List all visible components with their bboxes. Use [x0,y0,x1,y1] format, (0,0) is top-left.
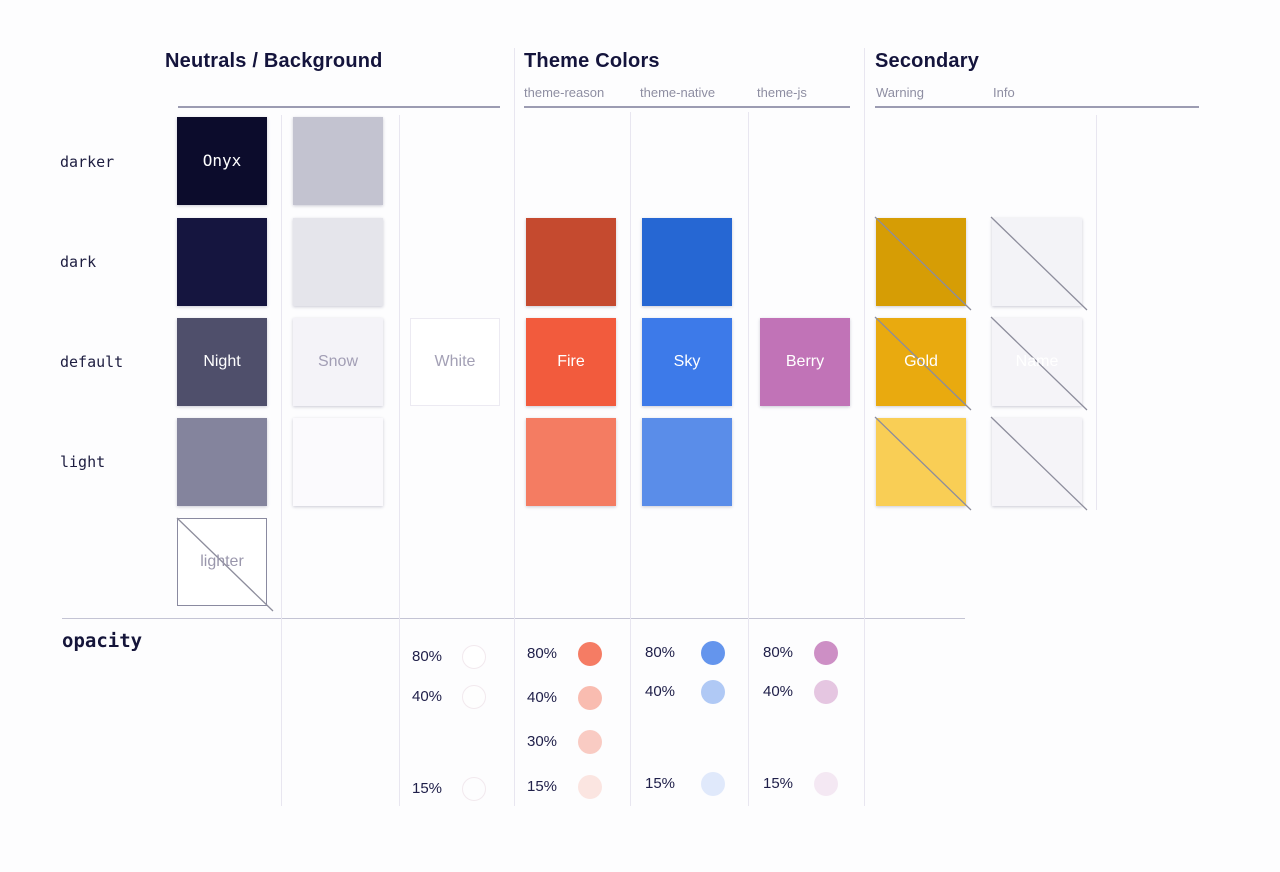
swatch-name-label: Night [203,353,241,370]
swatch-name-label: Sky [673,353,701,370]
opacity-percent-label-theme-reason: 80% [527,645,558,662]
diagonal-strike-icon [874,316,972,411]
opacity-dot-theme-reason-30%[interactable] [578,730,602,754]
swatch-name-label: Gold [904,353,938,370]
swatch-theme-reason-default[interactable]: Fire [526,318,616,406]
swatch-info-default[interactable]: Name [990,316,1088,411]
diagonal-strike-icon [176,517,274,612]
swatch-name-label: Snow [317,353,359,370]
swatch-theme-native-dark[interactable] [642,218,732,306]
opacity-percent-label-white: 15% [412,780,443,797]
opacity-section-label: opacity [62,630,143,652]
diagonal-strike-icon [990,316,1088,411]
swatch-neutral-snow-light[interactable] [293,418,383,506]
row-label-default: default [60,353,124,371]
swatch-name-label: Onyx [202,151,242,170]
swatch-info-light[interactable] [990,416,1088,511]
subcolumn-label-info: Info [993,85,1015,100]
swatch-theme-reason-light[interactable] [526,418,616,506]
swatch-neutral-snow-dark[interactable] [293,218,383,306]
swatch-warning-default[interactable]: Gold [874,316,972,411]
swatch-theme-native-default[interactable]: Sky [642,318,732,406]
column-divider [630,112,631,806]
row-label-dark: dark [60,253,97,271]
opacity-dot-theme-reason-15%[interactable] [578,775,602,799]
swatch-neutral-primary-dark[interactable] [177,218,267,306]
opacity-percent-label-white: 40% [412,688,443,705]
opacity-percent-label-theme-native: 80% [645,644,676,661]
swatch-neutral-primary-darker[interactable]: Onyx [177,117,267,205]
column-divider [864,48,865,806]
opacity-dot-white-40%[interactable] [462,685,486,709]
opacity-percent-label-theme-native: 15% [645,775,676,792]
opacity-percent-label-theme-reason: 40% [527,689,558,706]
opacity-percent-label-theme-js: 40% [763,683,794,700]
header-rule-neutrals [178,106,500,108]
opacity-percent-label-theme-js: 80% [763,644,794,661]
opacity-dot-white-15%[interactable] [462,777,486,801]
opacity-dot-theme-reason-80%[interactable] [578,642,602,666]
swatch-warning-dark[interactable] [874,216,972,311]
opacity-dot-white-80%[interactable] [462,645,486,669]
subcolumn-label-theme-native: theme-native [640,85,716,100]
section-title-theme-colors: Theme Colors [524,50,660,72]
diagonal-strike-icon [990,416,1088,511]
opacity-dot-theme-native-40%[interactable] [701,680,725,704]
opacity-dot-theme-js-15%[interactable] [814,772,838,796]
opacity-section-divider [62,618,965,619]
column-divider [514,48,515,806]
swatch-name-label: lighter [200,553,244,570]
section-title-neutrals: Neutrals / Background [165,50,383,72]
swatch-theme-js-default[interactable]: Berry [760,318,850,406]
subcolumn-label-theme-reason: theme-reason [524,85,605,100]
opacity-dot-theme-js-40%[interactable] [814,680,838,704]
column-divider [399,115,400,806]
swatch-neutral-snow-default[interactable]: Snow [293,318,383,406]
swatch-neutral-primary-light[interactable] [177,418,267,506]
swatch-neutral-primary-default[interactable]: Night [177,318,267,406]
swatch-white-default[interactable]: White [410,318,500,406]
header-rule-theme-colors [524,106,850,108]
opacity-percent-label-theme-native: 40% [645,683,676,700]
opacity-dot-theme-reason-40%[interactable] [578,686,602,710]
subcolumn-label-warning: Warning [876,85,924,100]
row-label-light: light [60,453,106,471]
swatch-name-label: Name [1015,353,1059,370]
swatch-theme-native-light[interactable] [642,418,732,506]
swatch-neutral-primary-lighter[interactable]: lighter [176,517,274,612]
opacity-percent-label-theme-reason: 30% [527,733,558,750]
row-label-darker: darker [60,153,115,171]
opacity-percent-label-white: 80% [412,648,443,665]
column-divider [748,112,749,806]
section-title-secondary: Secondary [875,50,980,72]
swatch-name-label: White [434,353,476,370]
header-rule-secondary [875,106,1199,108]
diagonal-strike-icon [874,416,972,511]
opacity-dot-theme-native-80%[interactable] [701,641,725,665]
swatch-info-dark[interactable] [990,216,1088,311]
swatch-theme-reason-dark[interactable] [526,218,616,306]
opacity-percent-label-theme-reason: 15% [527,778,558,795]
column-divider [1096,115,1097,510]
opacity-percent-label-theme-js: 15% [763,775,794,792]
opacity-dot-theme-js-80%[interactable] [814,641,838,665]
opacity-dot-theme-native-15%[interactable] [701,772,725,796]
diagonal-strike-icon [874,216,972,311]
diagonal-strike-icon [990,216,1088,311]
swatch-neutral-snow-darker[interactable] [293,117,383,205]
column-divider [281,115,282,806]
swatch-name-label: Berry [785,353,825,370]
subcolumn-label-theme-js: theme-js [757,85,807,100]
swatch-name-label: Fire [557,353,585,370]
swatch-warning-light[interactable] [874,416,972,511]
